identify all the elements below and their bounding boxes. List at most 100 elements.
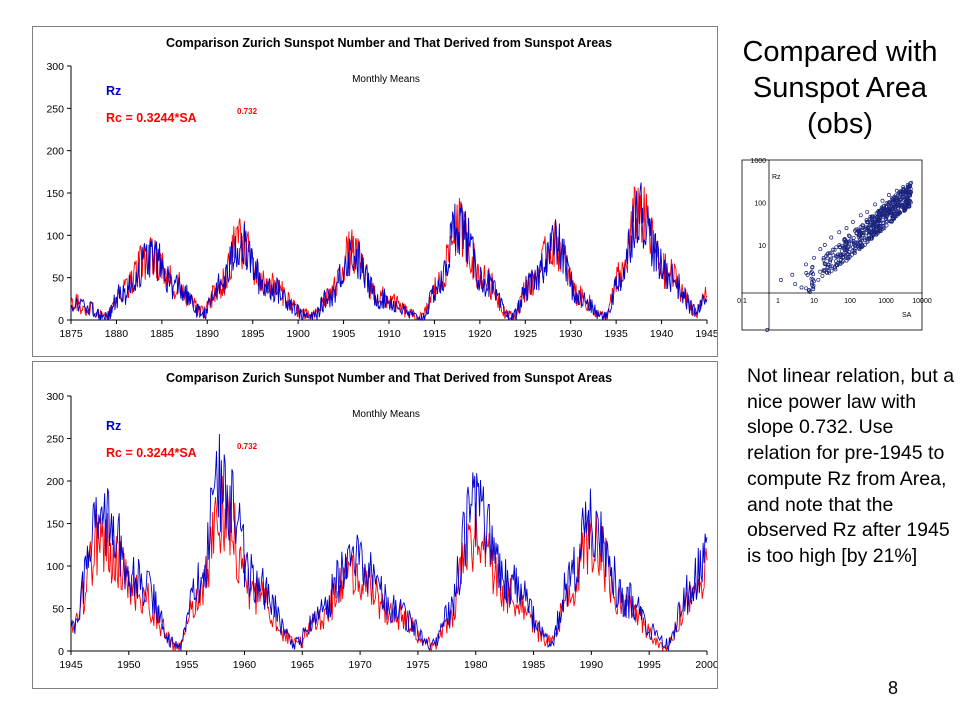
y-tick-label: 200 [46, 476, 64, 488]
scatter-point [872, 225, 877, 229]
x-tick-label: 1995 [638, 659, 662, 671]
scatter-point [883, 213, 888, 218]
x-tick-label: 1915 [423, 328, 447, 340]
scatter-x-tick-label: 1 [776, 298, 780, 305]
scatter-point [831, 247, 836, 252]
scatter-point [858, 213, 863, 218]
scatter-point [852, 249, 857, 254]
legend-rc: Rc = 0.3244*SA [106, 446, 197, 460]
scatter-point [905, 195, 910, 200]
scatter-x-label: SA [902, 312, 912, 319]
scatter-x-tick-label: 100 [844, 298, 856, 305]
scatter-point [905, 182, 910, 187]
y-tick-label: 200 [46, 146, 64, 158]
scatter-point [877, 218, 882, 223]
scatter-point [865, 209, 870, 214]
scatter-point [858, 230, 863, 235]
scatter-point [837, 243, 842, 248]
x-tick-label: 1910 [377, 328, 401, 340]
chart-subtitle: Monthly Means [352, 74, 420, 85]
x-tick-label: 1960 [233, 659, 257, 671]
scatter-point [890, 197, 895, 202]
x-tick-label: 1900 [286, 328, 310, 340]
scatter-point [880, 220, 885, 225]
chart-1-svg: Comparison Zurich Sunspot Number and Tha… [46, 36, 717, 340]
scatter-point [840, 252, 845, 257]
scatter-point [877, 228, 882, 233]
scatter-point [838, 261, 843, 266]
scatter-point [820, 273, 825, 278]
scatter-point [845, 248, 849, 252]
y-tick-label: 250 [46, 103, 64, 115]
scatter-point [881, 204, 886, 209]
chart-2-svg: Comparison Zurich Sunspot Number and Tha… [46, 371, 717, 671]
scatter-point [851, 238, 856, 243]
scatter-point [847, 234, 852, 239]
scatter-y-tick-label: 100 [754, 201, 766, 208]
scatter-point [831, 253, 836, 258]
scatter-point [905, 201, 910, 206]
scatter-svg: 1000 100 10 0.1 1 10 100 1000 10000 Rz SA [737, 158, 932, 332]
scatter-point [869, 236, 874, 241]
scatter-point [861, 223, 866, 228]
scatter-point [880, 212, 884, 217]
scatter-point [882, 226, 887, 230]
scatter-point [901, 192, 906, 197]
scatter-point [884, 223, 889, 228]
scatter-point [872, 222, 877, 227]
scatter-point [907, 191, 912, 196]
chart-subtitle: Monthly Means [352, 409, 420, 420]
scatter-point [844, 226, 849, 231]
scatter-point [845, 252, 849, 257]
scatter-point [804, 262, 808, 267]
scatter-point [765, 328, 770, 332]
scatter-point [857, 238, 862, 243]
scatter-plot-frame [741, 159, 923, 331]
scatter-point [825, 270, 830, 275]
scatter-point [812, 255, 816, 260]
scatter-point [877, 223, 882, 228]
scatter-point [818, 247, 823, 252]
scatter-point [895, 198, 900, 203]
scatter-point [842, 237, 847, 241]
scatter-point [863, 237, 867, 242]
y-tick-label: 0 [58, 315, 64, 327]
scatter-point [873, 202, 878, 207]
scatter-point [890, 204, 894, 209]
scatter-point [892, 215, 897, 220]
scatter-point [821, 256, 826, 260]
scatter-point [816, 277, 821, 282]
scatter-x-tick-label: 10000 [912, 298, 932, 305]
scatter-point [828, 264, 833, 269]
scatter-y-tick-label: 1000 [750, 158, 766, 165]
scatter-point [790, 272, 795, 277]
x-tick-label: 1990 [580, 659, 604, 671]
scatter-point [853, 244, 857, 249]
scatter-x-tick-label: 10 [810, 298, 818, 305]
scatter-point [864, 230, 868, 235]
scatter-point [818, 269, 823, 274]
chart-title: Comparison Zurich Sunspot Number and Tha… [166, 36, 612, 50]
rz-comparison-chart-1875-1945: Comparison Zurich Sunspot Number and Tha… [32, 26, 718, 357]
scatter-point [845, 239, 849, 244]
scatter-point [851, 245, 855, 250]
x-tick-label: 1935 [604, 328, 628, 340]
scatter-point [839, 253, 844, 258]
rz-series-line [70, 434, 708, 652]
scatter-point [901, 185, 906, 190]
rc-series-line [70, 475, 708, 653]
x-tick-label: 1955 [175, 659, 199, 671]
y-tick-label: 100 [46, 561, 64, 573]
scatter-point [829, 264, 834, 269]
scatter-point [871, 222, 875, 227]
scatter-point [829, 235, 834, 240]
scatter-point [858, 245, 863, 250]
scatter-point [822, 261, 827, 266]
scatter-point [906, 198, 911, 203]
scatter-point [829, 256, 834, 261]
x-tick-label: 2000 [695, 659, 717, 671]
x-tick-label: 1925 [514, 328, 538, 340]
side-explanation-text: Not linear relation, but a nice power la… [747, 365, 955, 567]
scatter-point [835, 254, 839, 259]
scatter-point [878, 224, 883, 229]
